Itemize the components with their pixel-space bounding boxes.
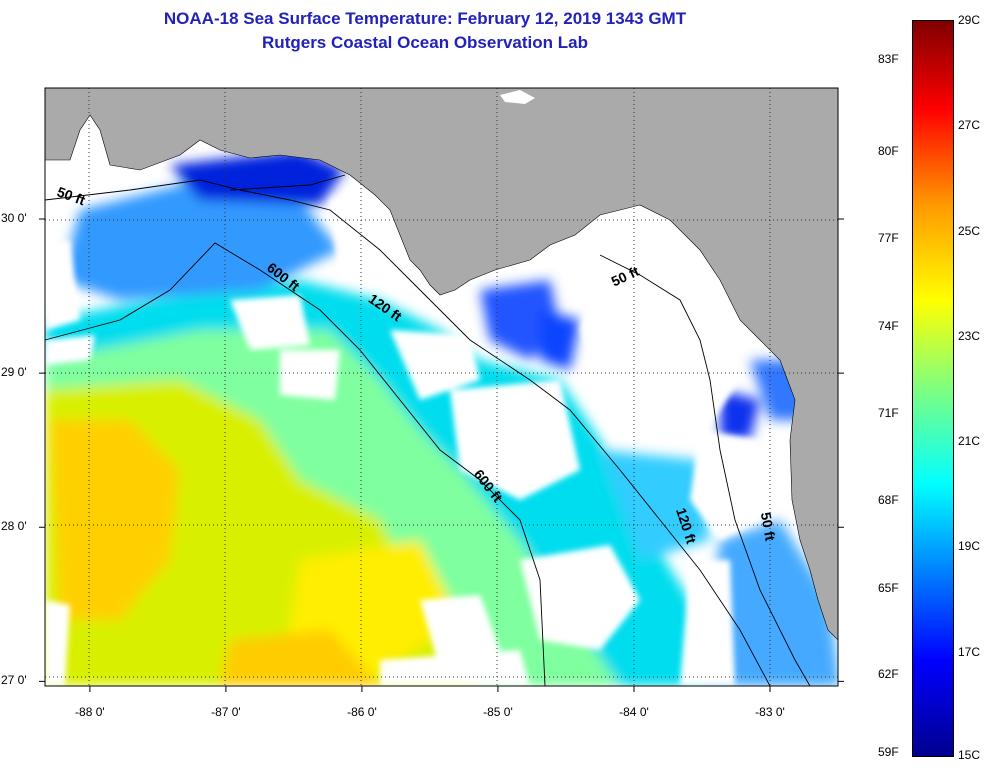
depth-contour-label: 50 ft bbox=[758, 511, 779, 542]
colorbar-f-label: 77F bbox=[878, 231, 899, 245]
map-title: NOAA-18 Sea Surface Temperature: Februar… bbox=[163, 9, 687, 28]
colorbar-c-label: 29C bbox=[958, 13, 981, 27]
depth-contours bbox=[44, 174, 811, 687]
colorbar-f-label: 68F bbox=[878, 493, 899, 507]
lat-tick-label: 29 0' bbox=[1, 365, 27, 380]
lon-tick-label: -87 0' bbox=[211, 705, 241, 719]
lat-tick-label: 27 0' bbox=[1, 673, 27, 688]
colorbar-f-label: 65F bbox=[878, 581, 899, 595]
colorbar-c-label: 27C bbox=[958, 118, 981, 133]
colorbar-f-label: 80F bbox=[878, 144, 899, 158]
colorbar-f-label: 59F bbox=[878, 745, 899, 759]
colorbar-c-label: 25C bbox=[958, 223, 981, 238]
colorbar-c-label: 15C bbox=[958, 748, 981, 762]
axis-ticks bbox=[39, 218, 844, 692]
color-scale-bar bbox=[912, 20, 954, 757]
lat-tick-label: 28 0' bbox=[1, 519, 27, 534]
colorbar-f-label: 71F bbox=[878, 406, 899, 420]
sst-field bbox=[45, 150, 838, 686]
colorbar-f-label: 62F bbox=[878, 667, 899, 681]
lon-tick-label: -86 0' bbox=[347, 705, 377, 719]
colorbar-c-label: 19C bbox=[958, 539, 981, 554]
colorbar-c-label: 21C bbox=[958, 434, 981, 449]
gridlines bbox=[45, 88, 838, 686]
lon-tick-label: -83 0' bbox=[755, 705, 785, 719]
lon-tick-label: -85 0' bbox=[483, 705, 513, 719]
colorbar-f-label: 74F bbox=[878, 319, 899, 333]
lon-tick-label: -88 0' bbox=[75, 705, 105, 719]
land-mass bbox=[45, 88, 838, 641]
cloud-patches bbox=[45, 190, 760, 686]
colorbar-f-label: 83F bbox=[878, 52, 899, 66]
lat-tick-label: 30 0' bbox=[1, 211, 27, 225]
colorbar-c-label: 23C bbox=[958, 328, 981, 343]
map-subtitle: Rutgers Coastal Ocean Observation Lab bbox=[262, 33, 588, 52]
map-frame bbox=[44, 87, 839, 687]
lon-tick-label: -84 0' bbox=[619, 705, 649, 719]
colorbar-c-label: 17C bbox=[958, 644, 981, 659]
